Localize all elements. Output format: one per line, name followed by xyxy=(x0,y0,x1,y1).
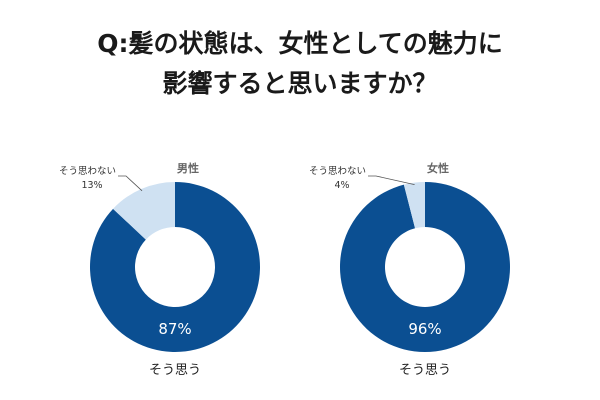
value-label-no: 4% xyxy=(334,180,349,191)
donut-female: 96% 女性 そう思わない 4% そう思う xyxy=(309,161,511,378)
chart-title: Q:髪の状態は、女性としての魅力に 影響すると思いますか？ xyxy=(0,24,600,104)
callout-line xyxy=(368,175,415,186)
slice-yes xyxy=(340,182,511,353)
category-label-yes: そう思う xyxy=(399,363,451,378)
category-label-no: そう思わない xyxy=(59,166,116,177)
value-label-no: 13% xyxy=(81,180,102,191)
callout-line xyxy=(118,175,143,192)
value-label-yes: 87% xyxy=(158,320,191,338)
slice-no xyxy=(113,182,175,240)
value-label-yes: 96% xyxy=(408,320,441,338)
donut-male: 87% 男性 そう思わない 13% そう思う xyxy=(59,161,260,378)
title-line-1: Q:髪の状態は、女性としての魅力に xyxy=(97,29,503,58)
category-label-no: そう思わない xyxy=(309,166,366,177)
category-label-yes: そう思う xyxy=(149,363,201,378)
chart-title-gender: 女性 xyxy=(427,161,449,175)
title-line-2: 影響すると思いますか？ xyxy=(162,69,438,98)
chart-title-gender: 男性 xyxy=(177,161,199,175)
slice-no xyxy=(403,182,425,229)
slice-yes xyxy=(89,182,260,352)
